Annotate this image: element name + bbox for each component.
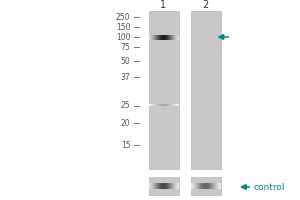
Text: 50: 50 xyxy=(121,56,130,66)
Text: 20: 20 xyxy=(121,118,130,128)
Text: control: control xyxy=(254,182,285,192)
Text: 25: 25 xyxy=(121,102,130,110)
Text: 2: 2 xyxy=(202,0,208,10)
Bar xyxy=(148,177,178,195)
Bar xyxy=(190,11,220,169)
Text: 1: 1 xyxy=(160,0,166,10)
Text: 15: 15 xyxy=(121,140,130,150)
Text: 100: 100 xyxy=(116,32,130,42)
Text: 75: 75 xyxy=(121,43,130,51)
Text: 37: 37 xyxy=(121,72,130,82)
Text: 250: 250 xyxy=(116,12,130,21)
Bar xyxy=(190,177,220,195)
Text: 150: 150 xyxy=(116,22,130,31)
Bar xyxy=(148,11,178,169)
